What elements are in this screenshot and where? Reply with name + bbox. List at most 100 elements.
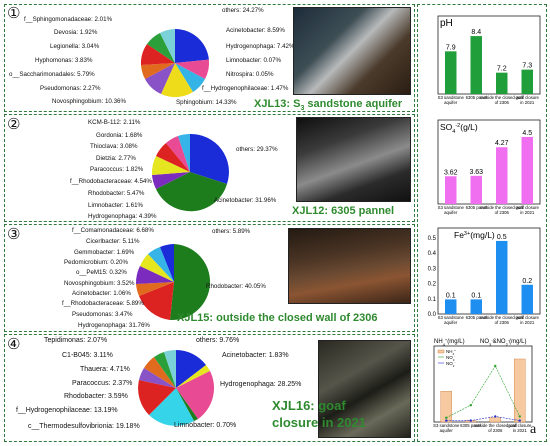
pie2-label: others: 29.37%: [236, 146, 278, 153]
x-tick-label: of 2306: [495, 100, 510, 105]
pie2-label: Thioclava: 3.08%: [90, 143, 138, 150]
panel-number-3: ③: [7, 225, 21, 243]
pie4-label: others: 9.76%: [196, 337, 240, 344]
so4-bar-chart: SO4-2(g/L) 3.62 3.63 4.27 4.5 S3 sandstonea…: [420, 114, 544, 218]
data-point: [445, 416, 448, 419]
bar: [514, 358, 526, 423]
data-point: [469, 419, 472, 422]
pie2-label: Limnobacter: 1.61%: [88, 202, 144, 209]
x-tick-label: outside the closed wall: [480, 205, 523, 210]
pie4-label: c__Thermodesulfovibrionia: 19.18%: [28, 423, 140, 430]
fe-bar-chart: Fe3+(mg/L) 0.0 0.1 0.2 0.3 0.4 0.5 0.1 0.1 0.5 0…: [420, 224, 544, 330]
pie4-label: Limnobacter: 0.70%: [174, 422, 237, 429]
x-tick-label: in 2021: [520, 320, 535, 325]
y-tick-label: 0.5: [428, 236, 437, 242]
y-tick-label: 0.3: [428, 266, 437, 272]
y-tick-label: 0.1: [428, 297, 437, 303]
x-tick-label: S3 sandstone: [438, 95, 465, 100]
x-tick-label: aquifer: [444, 210, 458, 215]
pie1-label: f__Hydrogenophilaceae: 1.47%: [202, 85, 289, 92]
pie3-label: others: 5.89%: [212, 228, 251, 235]
photo-6305-panel: [296, 117, 411, 202]
pie1-label: Pseudomonas: 2.27%: [40, 85, 101, 92]
bar: [496, 240, 508, 314]
pie3-label: f__Comamonadaceae: 6.68%: [72, 227, 154, 234]
svg-text:NO2-: NO2-: [446, 360, 455, 368]
bar: [445, 51, 457, 94]
pie4-label: Thauera: 4.71%: [80, 366, 130, 373]
ylabel-left: NH4+(mg/L): [434, 337, 465, 347]
x-tick-label: outside the closed wall: [474, 423, 517, 428]
pie3-label: Rhodobacter: 40.05%: [206, 283, 266, 290]
pie3-label: Cicerlbacter: 5.11%: [86, 238, 140, 245]
ylabel: SO4-2(g/L): [440, 122, 478, 135]
pie1-label: Devosia: 1.92%: [54, 29, 98, 36]
bar: [521, 136, 533, 204]
pie4-label: Paracoccus: 2.37%: [72, 380, 133, 387]
bar: [440, 391, 452, 423]
panel-2: [4, 114, 415, 222]
ylabel: Fe3+(mg/L): [454, 230, 495, 240]
right-chart-frame: [417, 4, 547, 442]
bar-value-label: 7.9: [446, 44, 456, 51]
svg-text:NH4+: NH4+: [446, 348, 456, 356]
series-line: [446, 365, 521, 419]
bar: [489, 417, 501, 423]
figure-letter: a: [530, 422, 537, 437]
x-tick-label: 6305 panel: [466, 95, 487, 100]
bar: [496, 147, 508, 204]
pie2-label: f__Rhodobacteraceae: 4.54%: [70, 178, 152, 185]
pie2-label: Rhodobacter: 5.47%: [88, 190, 145, 197]
panel-3: [4, 224, 415, 332]
bar-value-label: 4.27: [495, 140, 509, 147]
bar: [521, 284, 533, 314]
x-tick-label: in 2021: [520, 100, 535, 105]
x-tick-label: S3 sandstone: [438, 205, 465, 210]
bar-value-label: 0.1: [446, 292, 456, 299]
pie3-label: o__PeM15: 0.32%: [76, 269, 127, 276]
pie3-label: Novosphingobium: 3.52%: [64, 280, 135, 287]
pie-chart-1: [140, 28, 210, 98]
pie2-label: Gordonia: 1.68%: [96, 132, 143, 139]
x-tick-label: goaf closure: [516, 205, 540, 210]
data-point: [469, 404, 472, 407]
photo-closed-wall-2306: [288, 228, 411, 304]
bar: [445, 299, 457, 314]
bar: [470, 175, 482, 204]
data-point: [494, 364, 497, 368]
pie2-label: Acinetobacter: 31.96%: [214, 197, 277, 204]
pie2-label: KCM-B-112: 2.11%: [88, 119, 141, 126]
pie4-label: Rhodobacter: 3.59%: [64, 393, 128, 400]
bar-value-label: 7.3: [522, 63, 532, 70]
caption-1: XJL13: S3 sandstone aquifer: [254, 98, 403, 113]
y-tick-label: 0.0: [428, 312, 437, 318]
bar-value-label: 0.2: [522, 278, 532, 285]
x-tick-label: outside the closed wall: [480, 315, 523, 320]
x-tick-label: aquifer: [444, 320, 458, 325]
chart-frame: [433, 345, 533, 423]
caption-3: XJL15: outside the closed wall of 2306: [177, 312, 378, 324]
y-tick-label: 0.4: [428, 251, 437, 257]
panel-number-1: ①: [7, 4, 21, 22]
pie1-label: Hyphomonas: 3.83%: [35, 57, 93, 64]
x-tick-label: aquifer: [440, 428, 454, 433]
chart-frame: [437, 15, 541, 95]
bar-value-label: 3.62: [444, 169, 458, 176]
chart-frame: [437, 119, 541, 205]
x-tick-label: 6305 panel: [466, 315, 487, 320]
legend: NH4+ NO3- NO2-: [437, 348, 456, 368]
panel-1: [4, 4, 415, 112]
pie4-label: Hydrogenophaga: 28.25%: [220, 381, 302, 388]
nitrogen-chart: NH4+(mg/L) NO3-&NO2-(mg/L) NH4+ NO3- NO2…: [420, 334, 544, 438]
bar-value-label: 4.5: [522, 130, 532, 137]
data-point: [518, 415, 521, 418]
panel-4: [4, 334, 415, 442]
svg-text:NO3-: NO3-: [446, 354, 455, 362]
pie4-label: C1-B045: 3.11%: [62, 352, 113, 359]
bar-value-label: 8.4: [471, 29, 481, 36]
panel-number-2: ②: [7, 115, 21, 133]
pie1-label: f__Sphingomonadaceae: 2.01%: [24, 16, 113, 23]
pie1-label: Hydrogenophaga: 7.42%: [226, 43, 295, 50]
x-tick-label: 6305 panel: [466, 205, 487, 210]
